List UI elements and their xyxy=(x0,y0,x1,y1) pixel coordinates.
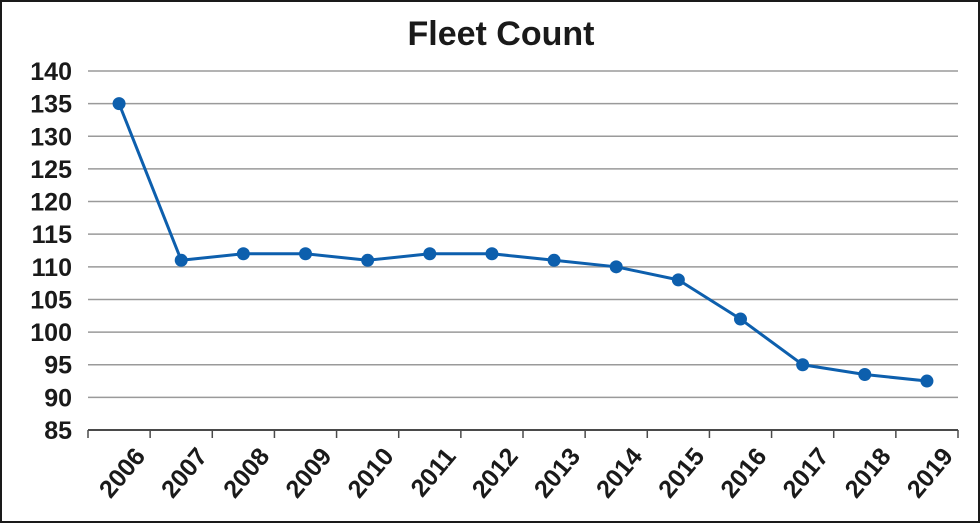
y-tick-label-130: 130 xyxy=(30,123,72,151)
y-tick-label-120: 120 xyxy=(30,189,72,217)
data-point-2006 xyxy=(112,97,126,111)
x-tick-label-2013: 2013 xyxy=(529,443,586,504)
x-tick-label-2006: 2006 xyxy=(94,443,151,504)
data-point-2007 xyxy=(174,253,188,267)
data-point-2008 xyxy=(236,247,250,261)
x-tick-label-2010: 2010 xyxy=(342,443,399,504)
x-tick-label-2019: 2019 xyxy=(902,443,959,504)
data-point-2010 xyxy=(361,253,375,267)
x-tick-label-2014: 2014 xyxy=(591,443,648,504)
y-tick-label-110: 110 xyxy=(32,254,72,282)
data-point-2018 xyxy=(858,368,872,382)
y-tick-label-100: 100 xyxy=(30,319,72,347)
y-tick-label-95: 95 xyxy=(44,352,72,380)
y-tick-label-85: 85 xyxy=(44,417,72,445)
y-tick-label-125: 125 xyxy=(30,156,72,184)
y-tick-label-105: 105 xyxy=(30,286,72,314)
x-tick-label-2018: 2018 xyxy=(839,443,896,504)
x-tick-label-2012: 2012 xyxy=(467,443,524,504)
data-point-2015 xyxy=(671,273,685,287)
x-tick-label-2011: 2011 xyxy=(405,443,461,503)
y-tick-label-115: 115 xyxy=(32,221,72,249)
grid-lines xyxy=(88,70,958,399)
data-point-2012 xyxy=(485,247,499,261)
data-point-2019 xyxy=(920,374,934,388)
x-tick-label-2009: 2009 xyxy=(280,443,337,504)
series-line-0 xyxy=(117,103,928,383)
y-tick-label-135: 135 xyxy=(30,91,72,119)
data-point-2009 xyxy=(299,247,312,261)
data-point-2011 xyxy=(423,247,437,261)
chart-title: Fleet Count xyxy=(408,15,595,53)
axes xyxy=(87,429,959,438)
y-tick-label-140: 140 xyxy=(30,58,72,86)
data-point-2013 xyxy=(547,253,561,267)
x-tick-label-2017: 2017 xyxy=(777,443,834,504)
data-point-2016 xyxy=(734,312,747,326)
data-point-2017 xyxy=(796,358,810,372)
x-tick-label-2008: 2008 xyxy=(218,443,275,504)
series-layer xyxy=(112,97,934,388)
data-point-2014 xyxy=(609,260,623,274)
x-tick-label-2015: 2015 xyxy=(653,443,710,504)
x-tick-label-2007: 2007 xyxy=(156,443,213,504)
y-tick-label-90: 90 xyxy=(44,384,72,412)
x-tick-label-2016: 2016 xyxy=(715,443,772,504)
